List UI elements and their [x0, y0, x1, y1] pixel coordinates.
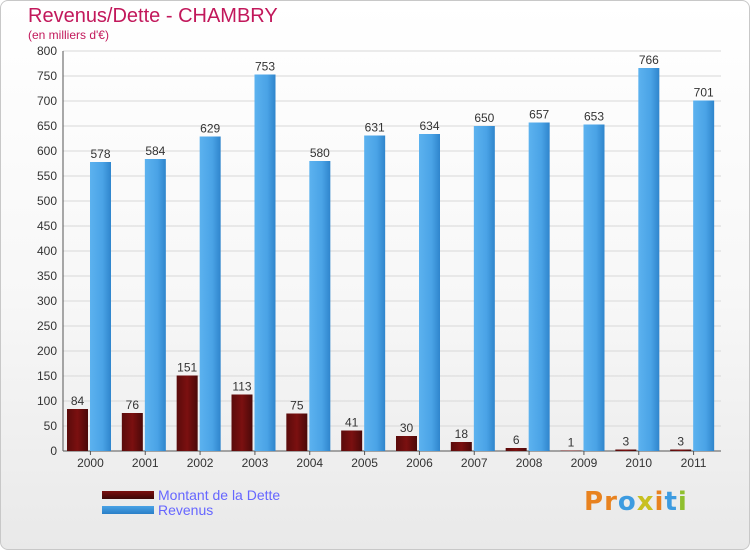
- x-tick-label: 2006: [406, 456, 433, 470]
- bar-debt: [176, 375, 198, 451]
- logo-letter: i: [654, 487, 665, 517]
- x-tick-label: 2000: [77, 456, 104, 470]
- data-label-revenue: 580: [310, 146, 330, 160]
- logo-letter: P: [584, 487, 605, 517]
- data-label-debt: 18: [455, 427, 469, 441]
- data-label-revenue: 701: [694, 86, 714, 100]
- data-label-debt: 113: [232, 380, 251, 394]
- bar-debt: [67, 409, 88, 451]
- logo-letter: o: [617, 487, 637, 517]
- data-label-revenue: 657: [529, 108, 549, 122]
- x-tick-label: 2005: [351, 456, 378, 470]
- y-tick-label: 450: [37, 219, 57, 233]
- data-label-debt: 6: [513, 433, 520, 447]
- data-label-debt: 76: [126, 398, 140, 412]
- bar-debt: [670, 449, 692, 451]
- y-tick-label: 400: [37, 244, 57, 258]
- data-label-debt: 84: [71, 394, 85, 408]
- x-tick-label: 2008: [516, 456, 543, 470]
- bar-revenue: [693, 100, 715, 451]
- legend-item-debt: Montant de la Dette: [102, 487, 280, 503]
- data-label-revenue: 578: [90, 147, 110, 161]
- y-tick-label: 700: [37, 94, 57, 108]
- y-tick-label: 650: [37, 119, 57, 133]
- legend-label-debt: Montant de la Dette: [158, 487, 281, 503]
- data-label-debt: 3: [622, 435, 629, 449]
- bar-revenue: [419, 134, 440, 451]
- legend-item-revenue: Revenus: [102, 502, 213, 518]
- bar-debt: [286, 413, 308, 451]
- x-tick-label: 2001: [132, 456, 159, 470]
- data-label-revenue: 766: [639, 53, 659, 67]
- y-tick-label: 350: [37, 269, 57, 283]
- data-label-debt: 151: [177, 361, 197, 375]
- logo-letter: x: [636, 487, 655, 517]
- bar-revenue: [90, 162, 111, 451]
- legend-label-revenue: Revenus: [158, 502, 214, 518]
- y-tick-label: 0: [50, 444, 57, 458]
- bar-revenue: [364, 135, 386, 451]
- bar-debt: [396, 436, 417, 451]
- bar-debt: [341, 430, 363, 451]
- bar-debt: [505, 448, 527, 451]
- bar-revenue: [309, 161, 331, 451]
- chart-subtitle: (en milliers d'€): [28, 28, 109, 42]
- logo-letter: i: [677, 487, 688, 517]
- y-tick-label: 300: [37, 294, 57, 308]
- bar-debt: [231, 394, 253, 451]
- bar-debt: [121, 413, 143, 451]
- y-tick-label: 550: [37, 169, 57, 183]
- bar-revenue: [199, 136, 221, 451]
- bar-debt: [450, 442, 472, 451]
- x-tick-label: 2003: [242, 456, 269, 470]
- legend-swatch-debt: [102, 491, 154, 499]
- proxiti-logo: Proxiti: [584, 487, 688, 517]
- legend-swatch-revenue: [102, 506, 154, 514]
- x-tick-label: 2002: [187, 456, 214, 470]
- bar-revenue: [144, 159, 166, 451]
- bar-revenue: [528, 122, 550, 451]
- y-tick-label: 150: [37, 369, 57, 383]
- bar-revenue: [254, 74, 276, 451]
- data-label-debt: 1: [568, 436, 575, 450]
- bar-revenue: [638, 68, 660, 451]
- logo-letter: t: [664, 487, 678, 517]
- logo-letter: r: [604, 487, 618, 517]
- x-tick-label: 2010: [625, 456, 652, 470]
- x-tick-label: 2011: [681, 456, 707, 470]
- data-label-revenue: 631: [365, 121, 385, 135]
- data-label-revenue: 653: [584, 110, 604, 124]
- data-label-debt: 30: [400, 421, 414, 435]
- data-label-debt: 41: [345, 416, 359, 430]
- y-tick-label: 500: [37, 194, 57, 208]
- y-tick-label: 100: [37, 394, 57, 408]
- x-tick-label: 2004: [296, 456, 323, 470]
- chart-title: Revenus/Dette - CHAMBRY: [28, 5, 278, 27]
- y-tick-label: 250: [37, 319, 57, 333]
- data-label-revenue: 634: [419, 119, 439, 133]
- x-tick-label: 2009: [571, 456, 598, 470]
- bar-revenue: [583, 124, 605, 451]
- data-label-revenue: 629: [200, 122, 220, 136]
- data-label-debt: 75: [290, 399, 304, 413]
- x-tick-label: 2007: [461, 456, 488, 470]
- data-label-revenue: 650: [474, 111, 494, 125]
- data-label-debt: 3: [677, 435, 684, 449]
- y-tick-label: 50: [44, 419, 58, 433]
- y-tick-label: 200: [37, 344, 57, 358]
- bar-debt: [615, 449, 637, 451]
- data-label-revenue: 584: [145, 144, 165, 158]
- bar-debt: [560, 450, 582, 451]
- data-label-revenue: 753: [255, 60, 275, 74]
- bar-revenue: [473, 126, 495, 451]
- y-tick-label: 800: [37, 44, 57, 58]
- y-tick-label: 750: [37, 69, 57, 83]
- y-tick-label: 600: [37, 144, 57, 158]
